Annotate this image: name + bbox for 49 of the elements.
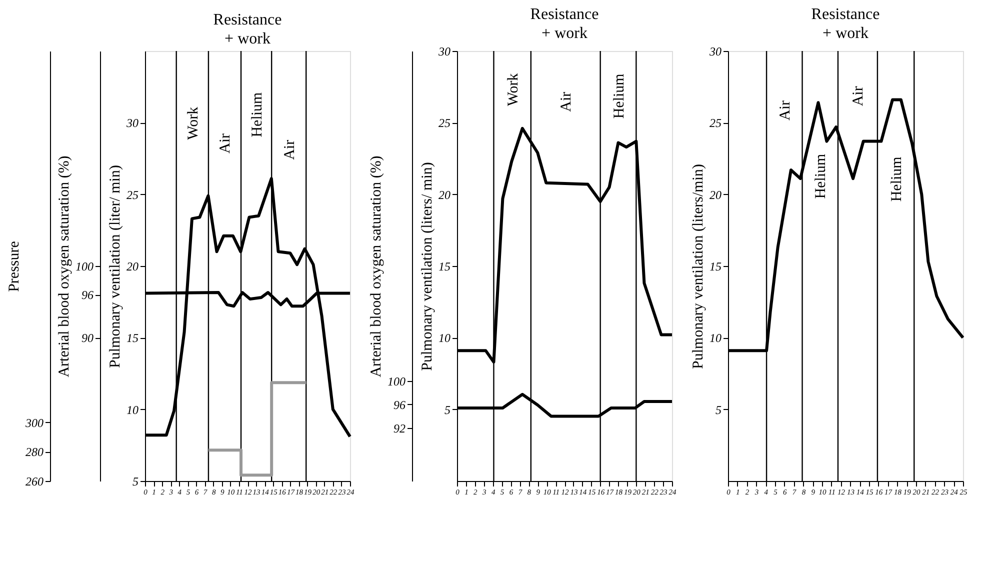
y2-tick-label: 96 xyxy=(394,398,406,412)
chart-title: Resistance xyxy=(530,6,599,23)
y2-tick-label: 92 xyxy=(394,421,406,436)
chart-subtitle: + work xyxy=(822,25,868,42)
y-tick-label: 25 xyxy=(438,116,450,130)
y-tick-label: 10 xyxy=(126,402,138,417)
y-tick-label: 20 xyxy=(438,188,450,202)
annotation: Helium xyxy=(888,156,905,202)
y-axis-title: Pulmonary ventilation (liters/min) xyxy=(690,164,706,369)
annotation: Air xyxy=(850,86,867,106)
y-tick-label: 5 xyxy=(716,402,722,417)
annotation: Work xyxy=(505,72,522,106)
annotation: Work xyxy=(185,106,202,140)
y-tick-label: 15 xyxy=(710,260,722,274)
y3-tick-label: 280 xyxy=(26,445,44,460)
y3-tick-label: 300 xyxy=(24,416,44,430)
annotation: Helium xyxy=(813,153,830,199)
annotation: Helium xyxy=(611,73,628,119)
y-tick-label: 25 xyxy=(126,188,138,202)
y3-axis-title: Pressure xyxy=(6,240,22,292)
y-tick-label: 5 xyxy=(444,402,450,417)
chart-subtitle: + work xyxy=(542,25,588,42)
y-tick-label: 30 xyxy=(708,44,722,58)
chart-title: Resistance xyxy=(213,11,282,28)
y-tick-label: 20 xyxy=(126,260,138,274)
annotation: Air xyxy=(558,92,575,112)
y-tick-label: 15 xyxy=(438,260,450,274)
annotation: Air xyxy=(218,133,234,154)
y-tick-label: 30 xyxy=(126,116,138,130)
chart-title: Resistance xyxy=(811,6,880,23)
y-tick-label: 20 xyxy=(710,188,722,202)
y2-tick-label: 90 xyxy=(82,331,94,346)
annotation: Air xyxy=(282,140,298,160)
y2-tick-label: 100 xyxy=(388,374,406,388)
y2-axis-title: Arterial blood oxygen saturation (%) xyxy=(368,156,384,378)
chart-subtitle: + work xyxy=(224,30,270,48)
y-axis-title: Pulmonary ventilation (liters/ min) xyxy=(420,162,436,371)
y-tick-label: 30 xyxy=(438,44,450,58)
annotation: Helium xyxy=(249,92,266,138)
y-tick-label: 25 xyxy=(710,116,722,130)
annotation: Air xyxy=(777,100,794,120)
y-tick-label: 10 xyxy=(710,331,722,346)
y-axis-title: Pulmonary ventilation (liter/ min) xyxy=(108,165,124,368)
y2-tick-label: 96 xyxy=(82,288,94,302)
y2-axis-title: Arterial blood oxygen saturation (%) xyxy=(56,156,72,378)
y2-tick-label: 100 xyxy=(76,260,94,274)
y-tick-label: 15 xyxy=(126,331,138,346)
y3-tick-label: 260 xyxy=(26,474,44,488)
y-tick-label: 10 xyxy=(438,331,450,346)
